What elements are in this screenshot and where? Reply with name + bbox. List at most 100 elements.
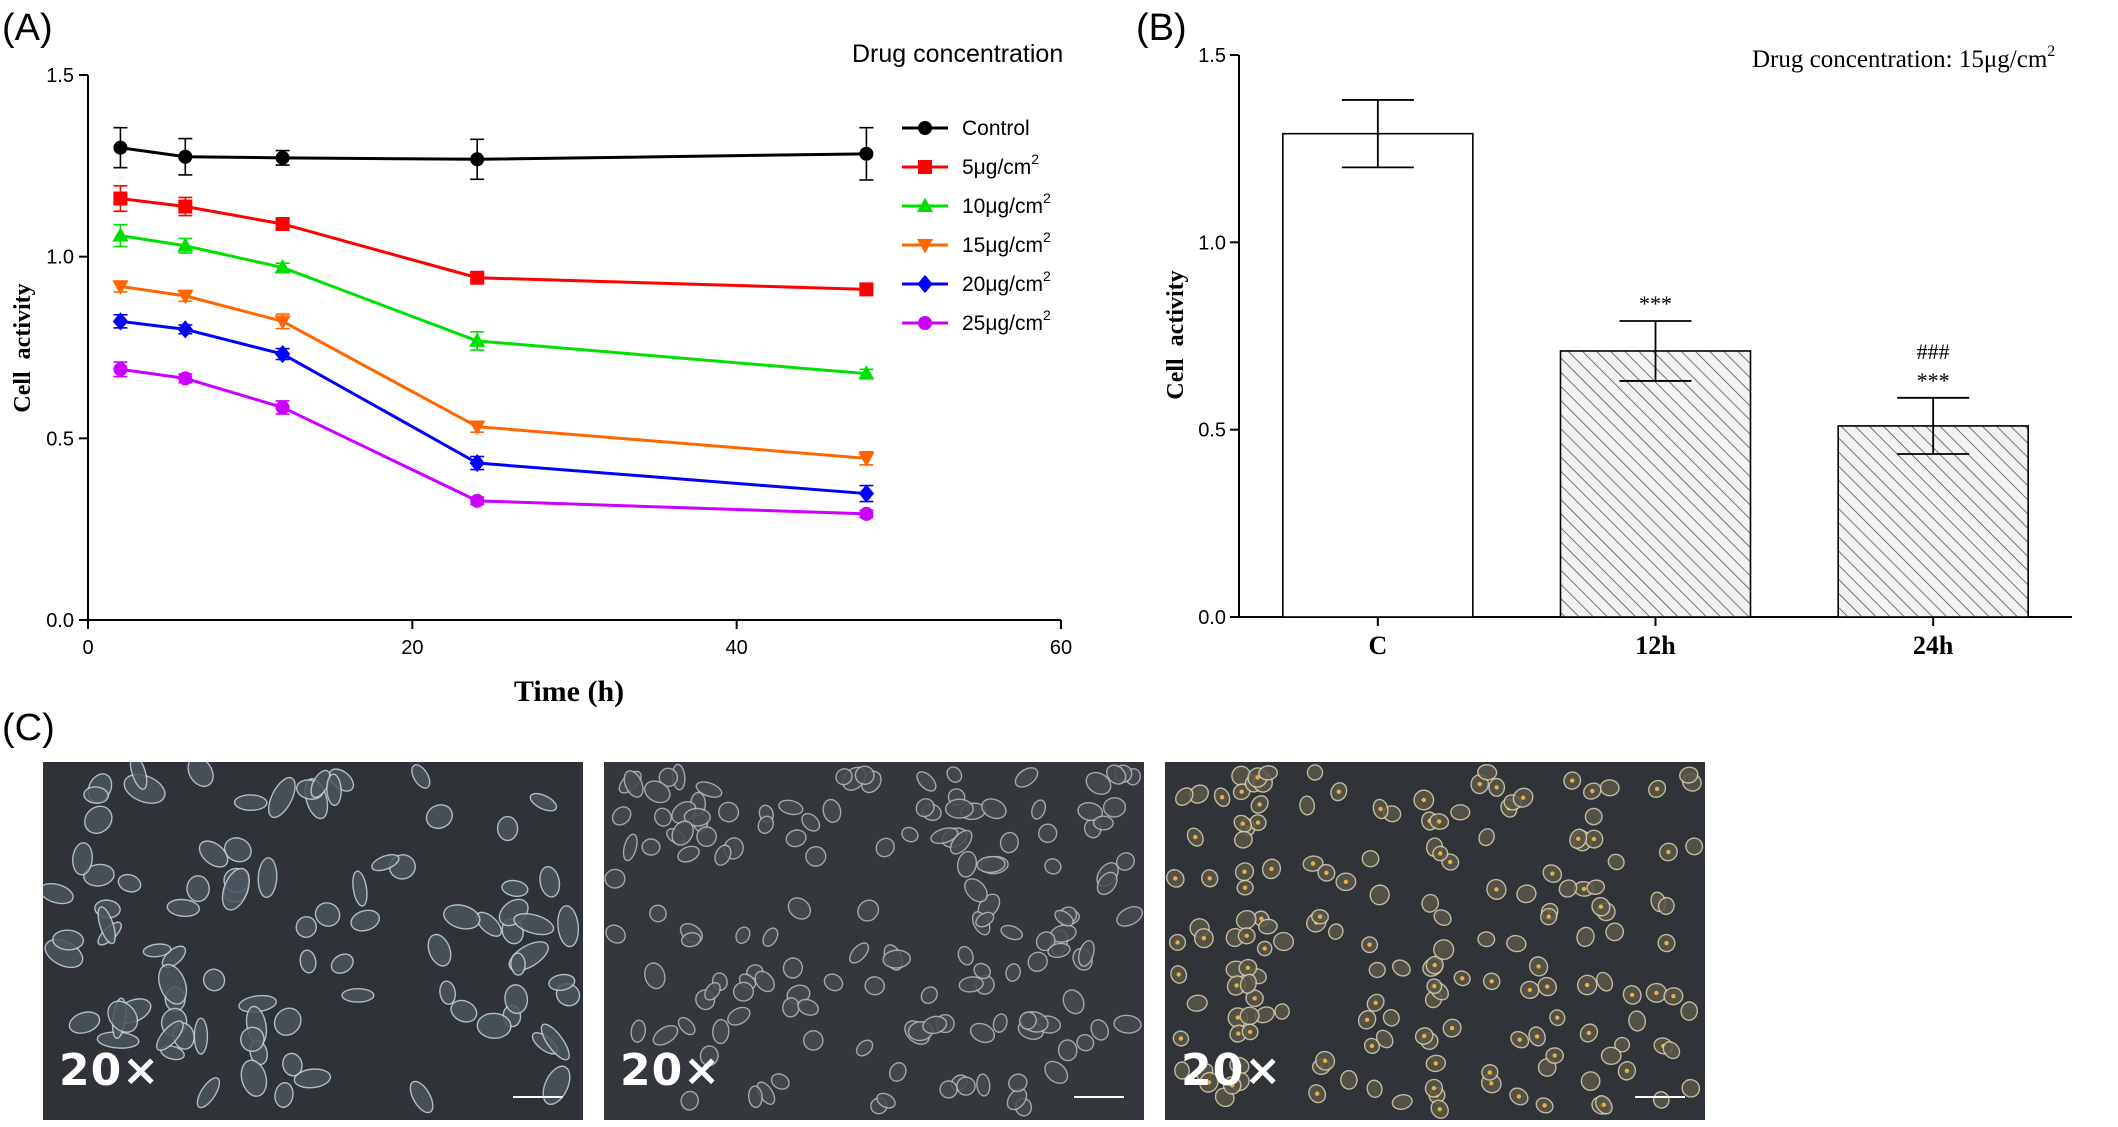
cell-nucleus [1581, 886, 1587, 892]
cell [677, 1016, 696, 1036]
cell [1299, 795, 1316, 816]
panel-c-label: (C) [2, 707, 55, 749]
data-point [113, 362, 128, 377]
cell [1116, 852, 1135, 871]
data-point [274, 259, 291, 274]
cell [198, 840, 229, 868]
cell [805, 845, 827, 867]
cell [1096, 871, 1118, 896]
cell-nucleus [1437, 819, 1442, 824]
cell [1391, 1094, 1413, 1110]
cell [782, 957, 804, 979]
cell [1044, 1060, 1069, 1085]
cell [944, 798, 974, 819]
cell [683, 807, 711, 827]
cell [240, 1059, 268, 1097]
data-point [275, 216, 290, 231]
cell [504, 984, 529, 1015]
cell [513, 913, 555, 936]
cell-nucleus [1175, 940, 1180, 945]
cell [778, 799, 804, 816]
cell [166, 898, 201, 917]
data-point [470, 270, 485, 285]
line-chart-series [112, 126, 875, 521]
data-point [178, 149, 193, 164]
data-point [112, 312, 129, 331]
cell [1090, 1019, 1110, 1041]
cell [1037, 823, 1058, 844]
data-point [858, 452, 875, 467]
cell-nucleus [1269, 866, 1274, 872]
cell-nucleus [1489, 1081, 1494, 1086]
cell [1006, 1088, 1028, 1111]
data-point [858, 484, 875, 503]
cell [299, 949, 317, 974]
legend-item: Control [902, 117, 1030, 140]
cell [857, 899, 880, 922]
cell [604, 868, 626, 889]
micrograph-3-cells [1166, 764, 1704, 1119]
line-chart-axes [87, 75, 1061, 621]
cell-nucleus [1178, 1036, 1184, 1041]
y-tick-label: 0.0 [1198, 607, 1226, 629]
cell-nucleus [1534, 1034, 1540, 1039]
cell [129, 762, 148, 790]
data-point [275, 150, 290, 165]
panel-b-label: (B) [1136, 7, 1187, 49]
cell [1392, 959, 1411, 977]
cell-nucleus [1324, 870, 1329, 875]
cell-nucleus [1247, 1029, 1253, 1035]
cell [695, 781, 723, 798]
legend-label: 15μg/cm2 [962, 229, 1051, 257]
cell-nucleus [1252, 996, 1257, 1001]
magnification-label: 20× [620, 1045, 722, 1096]
cell [411, 764, 431, 789]
error-bar [1341, 99, 1414, 169]
data-point [177, 237, 194, 252]
cell [196, 1077, 221, 1109]
cell [622, 833, 638, 862]
cell-nucleus [1201, 936, 1207, 941]
cell-nucleus [1477, 781, 1482, 787]
cell [732, 981, 755, 1002]
data-point [469, 420, 486, 436]
panel-a-label: (A) [2, 7, 53, 49]
cell-nucleus [1489, 979, 1494, 984]
cell [699, 1045, 719, 1067]
data-point [113, 191, 128, 206]
cell [875, 837, 895, 858]
cell [964, 878, 988, 903]
cell-nucleus [1317, 914, 1323, 919]
cell [233, 794, 268, 812]
cell [142, 943, 172, 958]
cell [876, 1092, 896, 1109]
series-line [120, 146, 867, 161]
bar [1559, 350, 1752, 618]
cell [922, 1015, 948, 1035]
cell [920, 986, 938, 1005]
cell-nucleus [1576, 836, 1581, 841]
cell-nucleus [1586, 1030, 1592, 1036]
y-tick-label: 0.5 [46, 428, 74, 450]
cell [915, 798, 935, 818]
cell [946, 766, 963, 783]
error-bar [1897, 396, 1970, 455]
cell [314, 902, 341, 927]
cell [1008, 1073, 1028, 1093]
cell-nucleus [1369, 1043, 1375, 1049]
cell [677, 845, 700, 863]
cell [158, 963, 188, 1005]
series-3 [112, 223, 875, 380]
cell [84, 805, 113, 835]
cell [1652, 1091, 1670, 1109]
cell [350, 909, 381, 932]
cell [757, 815, 775, 834]
cell [240, 1026, 265, 1052]
cell [823, 973, 844, 992]
cell [68, 1011, 101, 1034]
x-tick-label: 60 [1050, 637, 1072, 659]
cell [1102, 797, 1127, 818]
data-point [859, 506, 874, 521]
line-chart-x-label: Time (h) [514, 675, 624, 708]
cell [822, 798, 842, 823]
